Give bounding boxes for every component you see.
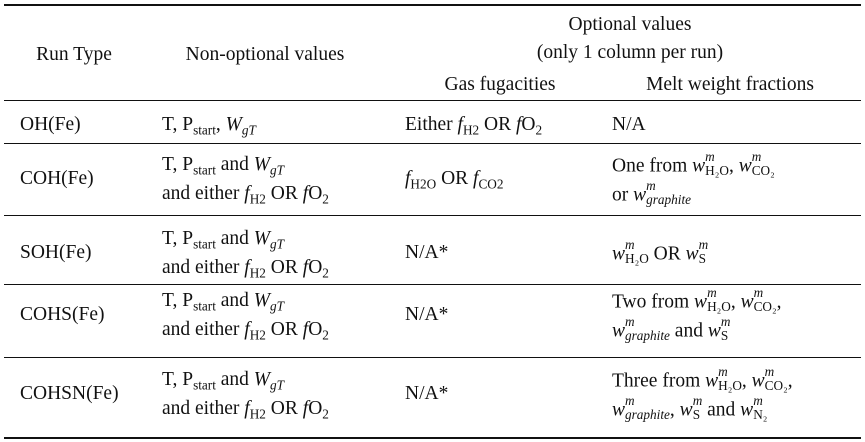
top-rule <box>4 4 861 6</box>
melt-weight-fraction-cell: One from w m H₂O, w m CO₂ or w m graphite <box>612 149 775 208</box>
header-gas-fugacities: Gas fugacities <box>444 74 556 95</box>
run-type-cell: COHS(Fe) <box>20 304 105 325</box>
non-optional-cell: T, Pstart and WgT and either fH2 OR fO2 <box>162 290 329 343</box>
melt-weight-fraction-cell: N/A <box>612 114 646 135</box>
run-type-cell: SOH(Fe) <box>20 242 92 263</box>
non-optional-cell: T, Pstart and WgT and either fH2 OR fO2 <box>162 228 329 281</box>
gas-fugacity-cell: fH2O OR fCO2 <box>405 168 504 192</box>
row-divider <box>4 215 861 216</box>
run-type-cell: OH(Fe) <box>20 114 81 135</box>
row-divider <box>4 357 861 358</box>
non-optional-cell: T, Pstart, WgT <box>162 114 256 138</box>
row-divider <box>4 284 861 285</box>
header-optional-values: Optional values <box>568 14 692 35</box>
gas-fugacity-cell: N/A* <box>405 304 449 325</box>
header-non-optional: Non-optional values <box>185 44 345 65</box>
bottom-rule <box>4 437 861 439</box>
gas-fugacity-cell: Either fH2 OR fO2 <box>405 114 543 138</box>
header-optional-note: (only 1 column per run) <box>536 42 724 63</box>
run-type-cell: COHSN(Fe) <box>20 383 119 404</box>
header-rule <box>4 100 861 101</box>
non-optional-cell: T, Pstart and WgT and either fH2 OR fO2 <box>162 369 329 422</box>
run-type-cell: COH(Fe) <box>20 168 94 189</box>
header-melt-weight-fractions: Melt weight fractions <box>646 74 814 95</box>
row-divider <box>4 143 861 144</box>
gas-fugacity-cell: N/A* <box>405 242 449 263</box>
header-run-type: Run Type <box>36 44 112 65</box>
non-optional-cell: T, Pstart and WgT and either fH2 OR fO2 <box>162 154 329 207</box>
gas-fugacity-cell: N/A* <box>405 383 449 404</box>
